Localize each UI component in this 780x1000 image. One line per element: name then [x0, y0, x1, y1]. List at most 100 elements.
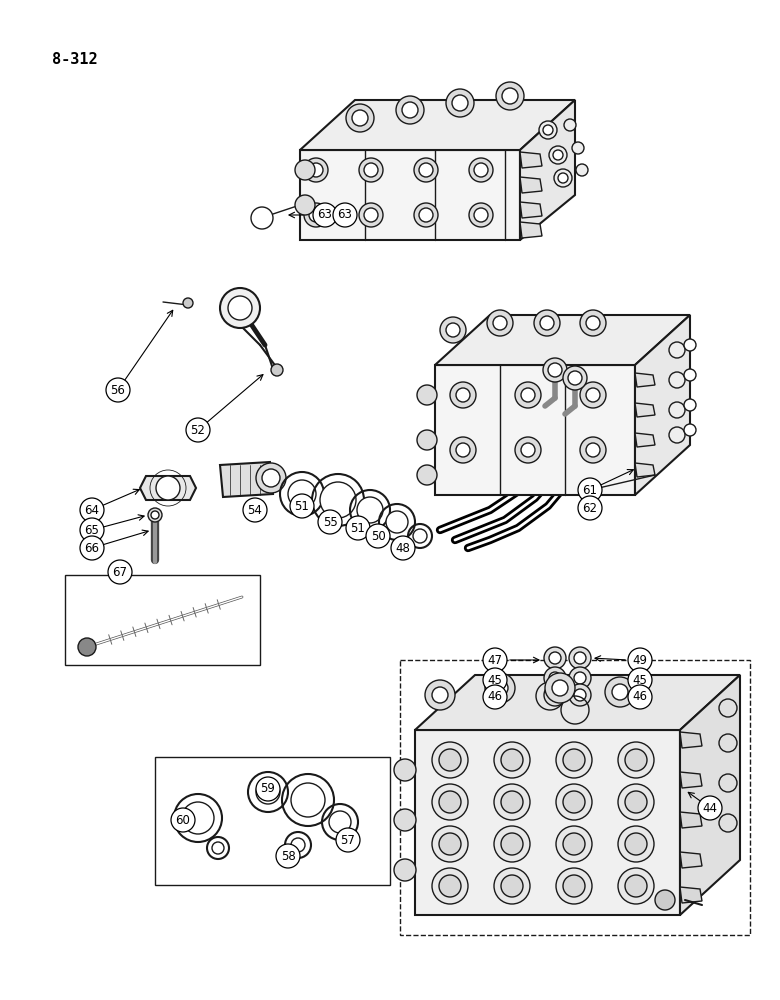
Circle shape	[396, 96, 424, 124]
Circle shape	[494, 742, 530, 778]
Circle shape	[452, 95, 468, 111]
Circle shape	[580, 437, 606, 463]
Circle shape	[262, 469, 280, 487]
Circle shape	[295, 195, 315, 215]
Circle shape	[295, 160, 315, 180]
Circle shape	[291, 783, 325, 817]
Circle shape	[669, 402, 685, 418]
Polygon shape	[635, 433, 655, 447]
Polygon shape	[300, 150, 520, 240]
Circle shape	[309, 208, 323, 222]
Circle shape	[364, 208, 378, 222]
Circle shape	[544, 647, 566, 669]
Circle shape	[251, 207, 273, 229]
Circle shape	[364, 163, 378, 177]
Circle shape	[684, 369, 696, 381]
Text: 63: 63	[338, 209, 353, 222]
Polygon shape	[520, 177, 542, 193]
Circle shape	[256, 777, 280, 801]
Circle shape	[501, 833, 523, 855]
Polygon shape	[680, 675, 740, 915]
Circle shape	[684, 339, 696, 351]
Circle shape	[78, 638, 96, 656]
Text: 58: 58	[281, 850, 296, 862]
Circle shape	[413, 529, 427, 543]
Text: 49: 49	[633, 654, 647, 666]
Circle shape	[494, 868, 530, 904]
Circle shape	[212, 842, 224, 854]
Polygon shape	[520, 100, 575, 240]
Circle shape	[669, 342, 685, 358]
Circle shape	[580, 382, 606, 408]
Polygon shape	[680, 887, 702, 903]
Circle shape	[419, 208, 433, 222]
Circle shape	[556, 742, 592, 778]
Circle shape	[394, 859, 416, 881]
Circle shape	[271, 364, 283, 376]
Circle shape	[391, 536, 415, 560]
Polygon shape	[680, 852, 702, 868]
Text: 51: 51	[350, 522, 366, 534]
Circle shape	[534, 310, 560, 336]
Circle shape	[492, 680, 508, 696]
Circle shape	[548, 363, 562, 377]
Text: 61: 61	[583, 484, 597, 496]
Text: 45: 45	[488, 674, 502, 686]
Text: 47: 47	[488, 654, 502, 666]
Circle shape	[329, 811, 351, 833]
Polygon shape	[435, 315, 690, 365]
Circle shape	[425, 680, 455, 710]
Circle shape	[352, 110, 368, 126]
Circle shape	[417, 465, 437, 485]
Circle shape	[432, 742, 468, 778]
Circle shape	[628, 668, 652, 692]
Circle shape	[556, 868, 592, 904]
Circle shape	[625, 791, 647, 813]
Circle shape	[386, 511, 408, 533]
Circle shape	[494, 826, 530, 862]
Circle shape	[554, 169, 572, 187]
Circle shape	[108, 560, 132, 584]
Circle shape	[521, 388, 535, 402]
Circle shape	[469, 203, 493, 227]
Circle shape	[456, 443, 470, 457]
Circle shape	[450, 437, 476, 463]
Circle shape	[243, 498, 267, 522]
Bar	[155, 757, 390, 885]
Polygon shape	[415, 675, 740, 730]
Circle shape	[485, 673, 515, 703]
Circle shape	[563, 749, 585, 771]
Circle shape	[569, 684, 591, 706]
Circle shape	[494, 784, 530, 820]
Polygon shape	[435, 365, 635, 495]
Circle shape	[256, 780, 280, 804]
Polygon shape	[300, 100, 575, 150]
Text: 46: 46	[633, 690, 647, 704]
Polygon shape	[680, 772, 702, 788]
Circle shape	[432, 687, 448, 703]
Circle shape	[628, 648, 652, 672]
Circle shape	[483, 648, 507, 672]
Circle shape	[574, 689, 586, 701]
Circle shape	[539, 121, 557, 139]
Circle shape	[256, 463, 286, 493]
Circle shape	[549, 689, 561, 701]
Circle shape	[558, 173, 568, 183]
Circle shape	[543, 358, 567, 382]
Polygon shape	[520, 152, 542, 168]
Text: 65: 65	[84, 524, 99, 536]
Text: 44: 44	[703, 802, 718, 814]
Circle shape	[450, 382, 476, 408]
Circle shape	[304, 158, 328, 182]
Circle shape	[220, 288, 260, 328]
Circle shape	[228, 296, 252, 320]
Circle shape	[183, 298, 193, 308]
Circle shape	[446, 323, 460, 337]
Circle shape	[580, 310, 606, 336]
Circle shape	[439, 749, 461, 771]
Circle shape	[578, 496, 602, 520]
Text: 59: 59	[261, 782, 275, 796]
Polygon shape	[520, 222, 542, 238]
Circle shape	[288, 480, 316, 508]
Text: 57: 57	[341, 834, 356, 846]
